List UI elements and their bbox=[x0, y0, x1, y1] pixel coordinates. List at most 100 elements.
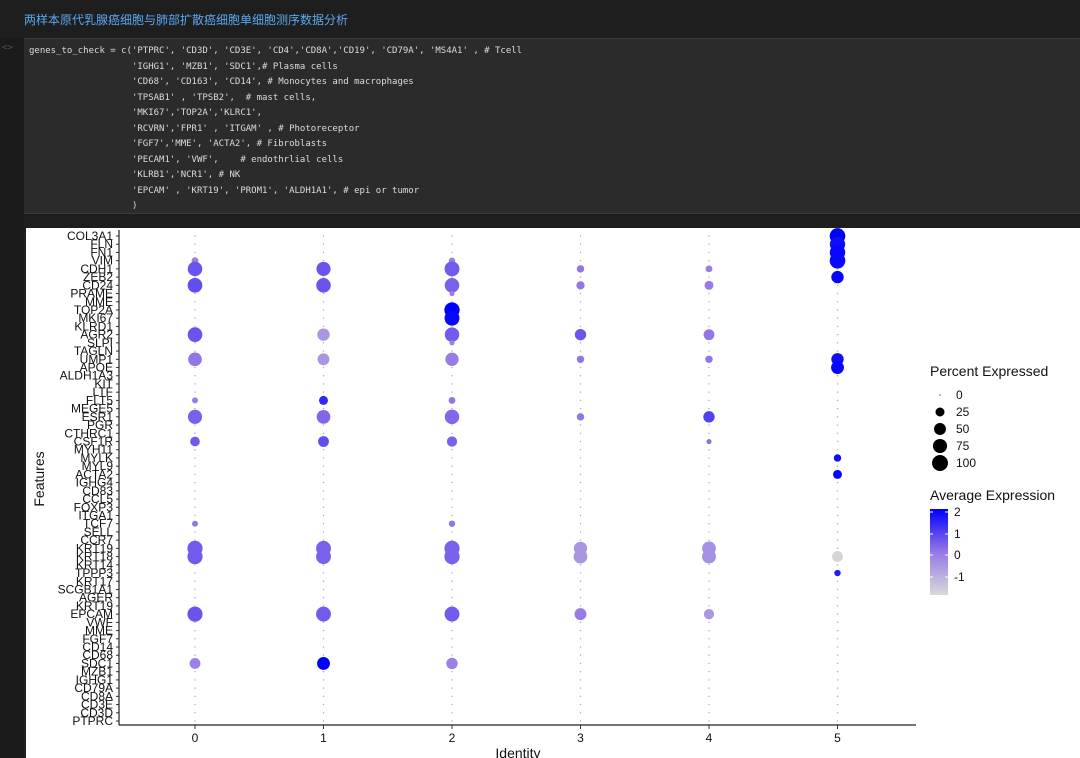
dot-zero bbox=[579, 407, 582, 410]
dot-zero bbox=[194, 292, 196, 295]
dot-zero bbox=[579, 490, 582, 492]
dot-point bbox=[705, 265, 713, 273]
dot-zero bbox=[194, 276, 196, 278]
dot-point bbox=[833, 454, 842, 462]
dot-zero bbox=[194, 621, 196, 624]
dot-zero bbox=[322, 375, 325, 377]
dot-point bbox=[703, 608, 715, 620]
dot-zero bbox=[836, 646, 839, 648]
dot-point bbox=[449, 290, 455, 297]
color-legend-title: Average Expression bbox=[930, 487, 1055, 503]
dot-zero bbox=[322, 646, 325, 648]
cell-gutter bbox=[0, 38, 24, 758]
dot-point bbox=[831, 361, 844, 374]
dot-zero bbox=[708, 679, 710, 681]
dot-zero bbox=[194, 481, 196, 484]
x-tick-label: 0 bbox=[192, 731, 199, 745]
dot-point bbox=[316, 261, 331, 276]
code-line: 'CD68', 'CD163', 'CD14', # Monocytes and… bbox=[131, 77, 414, 87]
dot-zero bbox=[322, 449, 325, 451]
dot-zero bbox=[708, 531, 710, 533]
dot-point bbox=[317, 657, 330, 670]
y-tick-label: MYL9 bbox=[82, 459, 114, 473]
dot-zero bbox=[322, 712, 325, 714]
y-tick-label: UMP1 bbox=[80, 352, 114, 366]
dot-zero bbox=[322, 531, 325, 533]
dot-point bbox=[833, 469, 842, 479]
dot-zero bbox=[579, 473, 582, 476]
dot-zero bbox=[451, 695, 453, 698]
dot-point bbox=[576, 355, 585, 364]
dot-zero bbox=[708, 473, 710, 476]
dot-zero bbox=[579, 481, 582, 484]
dot-zero bbox=[708, 251, 710, 254]
size-legend-key bbox=[932, 455, 948, 471]
dot-zero bbox=[708, 588, 710, 591]
dot-zero bbox=[194, 531, 196, 533]
y-tick-label: FLN bbox=[90, 237, 113, 251]
dot-zero bbox=[836, 498, 839, 500]
y-tick-label: MME bbox=[85, 624, 113, 638]
dot-zero bbox=[322, 325, 325, 328]
dot-point bbox=[316, 540, 331, 556]
dot-zero bbox=[194, 629, 196, 632]
dot-zero bbox=[579, 449, 582, 451]
dot-zero bbox=[451, 301, 453, 303]
dot-point bbox=[187, 409, 203, 424]
dot-zero bbox=[708, 596, 710, 599]
dot-zero bbox=[451, 325, 453, 328]
dot-point bbox=[831, 270, 844, 284]
code-line: 'KLRB1','NCR1', # NK bbox=[131, 170, 241, 180]
dot-zero bbox=[708, 506, 710, 508]
dot-zero bbox=[322, 670, 325, 673]
dot-zero bbox=[451, 605, 453, 607]
dot-zero bbox=[836, 588, 839, 591]
dot-zero bbox=[836, 654, 839, 656]
y-tick-label: MZB1 bbox=[81, 665, 113, 679]
dot-zero bbox=[836, 399, 839, 402]
dot-zero bbox=[708, 720, 710, 722]
y-tick-label: CDH1 bbox=[80, 262, 113, 276]
code-cell[interactable]: genes_to_check = c('PTPRC', 'CD3D', 'CD3… bbox=[24, 38, 1080, 214]
dot-zero bbox=[322, 235, 325, 237]
code-text[interactable]: genes_to_check = c('PTPRC', 'CD3D', 'CD3… bbox=[29, 44, 1080, 215]
dot-point bbox=[706, 438, 712, 445]
code-line: 'MKI67','TOP2A','KLRC1', bbox=[131, 108, 262, 118]
dot-point bbox=[446, 657, 458, 670]
dot-zero bbox=[322, 605, 325, 607]
size-legend-label: 75 bbox=[956, 439, 970, 453]
dot-zero bbox=[579, 235, 582, 237]
size-legend-key bbox=[934, 423, 946, 435]
dot-zero bbox=[836, 514, 839, 517]
x-tick-label: 2 bbox=[449, 731, 456, 745]
dot-zero bbox=[451, 383, 453, 385]
code-line: ) bbox=[131, 201, 138, 211]
dot-zero bbox=[579, 679, 582, 681]
dot-point bbox=[187, 540, 203, 556]
color-legend-label: -1 bbox=[954, 570, 965, 584]
dot-zero bbox=[194, 391, 196, 393]
dot-zero bbox=[708, 276, 710, 278]
dot-zero bbox=[451, 391, 453, 393]
dot-zero bbox=[579, 317, 582, 319]
dot-zero bbox=[579, 687, 582, 689]
dot-point bbox=[573, 541, 588, 556]
y-tick-label: TOP2A bbox=[74, 303, 113, 317]
size-legend-key bbox=[939, 394, 941, 396]
dot-zero bbox=[322, 490, 325, 492]
y-tick-label: SLPI bbox=[87, 336, 113, 350]
dot-zero bbox=[194, 564, 196, 566]
y-tick-label: EPCAM bbox=[70, 607, 113, 621]
dot-zero bbox=[579, 432, 582, 434]
dot-zero bbox=[194, 383, 196, 385]
dot-zero bbox=[708, 342, 710, 344]
dot-zero bbox=[836, 284, 839, 287]
y-tick-label: KIT bbox=[94, 377, 113, 391]
dot-zero bbox=[194, 646, 196, 648]
dot-point bbox=[187, 327, 203, 342]
dot-zero bbox=[708, 391, 710, 393]
size-legend-key bbox=[932, 438, 948, 454]
cell-collapse-icon[interactable]: <> bbox=[2, 43, 13, 53]
dot-zero bbox=[836, 440, 839, 443]
dot-zero bbox=[708, 514, 710, 517]
